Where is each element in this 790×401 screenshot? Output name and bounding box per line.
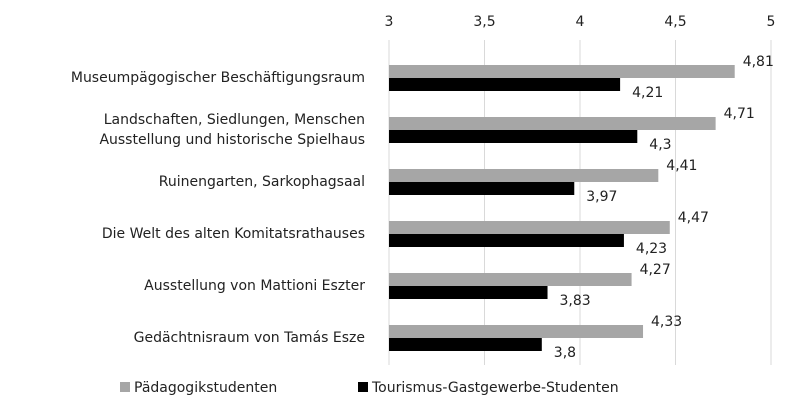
bar <box>389 234 624 247</box>
value-label: 4,21 <box>632 85 663 101</box>
value-label: 4,33 <box>651 314 682 330</box>
value-label: 4,71 <box>724 106 755 122</box>
x-tick-label: 4 <box>576 14 585 30</box>
value-label: 3,8 <box>554 345 576 361</box>
value-label: 3,83 <box>560 293 591 309</box>
value-label: 4,47 <box>678 210 709 226</box>
bar <box>389 65 735 78</box>
bar <box>389 182 575 195</box>
category-label: Ausstellung von Mattioni Eszter <box>144 278 365 294</box>
bar <box>389 117 716 130</box>
legend-swatch <box>120 382 130 392</box>
legend-label: Tourismus-Gastgewerbe-Studenten <box>371 380 619 396</box>
bar <box>389 338 542 351</box>
value-label: 4,3 <box>649 137 671 153</box>
bar <box>389 221 670 234</box>
value-label: 3,97 <box>586 189 617 205</box>
category-label: Landschaften, Siedlungen, Menschen Ausste… <box>99 112 365 148</box>
x-tick-label: 5 <box>767 14 776 30</box>
bar <box>389 273 632 286</box>
bar <box>389 286 548 299</box>
x-tick-label: 3,5 <box>473 14 495 30</box>
category-label: Gedächtnisraum von Tamás Esze <box>134 330 365 346</box>
value-label: 4,23 <box>636 241 667 257</box>
x-tick-label: 3 <box>385 14 394 30</box>
value-label: 4,81 <box>743 54 774 70</box>
value-label: 4,27 <box>640 262 671 278</box>
category-label: Die Welt des alten Komitatsrathauses <box>102 226 365 242</box>
x-tick-label: 4,5 <box>664 14 686 30</box>
category-label: Ruinengarten, Sarkophagsaal <box>159 174 365 190</box>
bar <box>389 169 659 182</box>
bar <box>389 78 621 91</box>
value-label: 4,41 <box>666 158 697 174</box>
legend-swatch <box>358 382 368 392</box>
legend-label: Pädagogikstudenten <box>134 380 277 396</box>
bar <box>389 325 644 338</box>
bar <box>389 130 638 143</box>
category-label: Museumpägogischer Beschäftigungsraum <box>71 70 365 86</box>
